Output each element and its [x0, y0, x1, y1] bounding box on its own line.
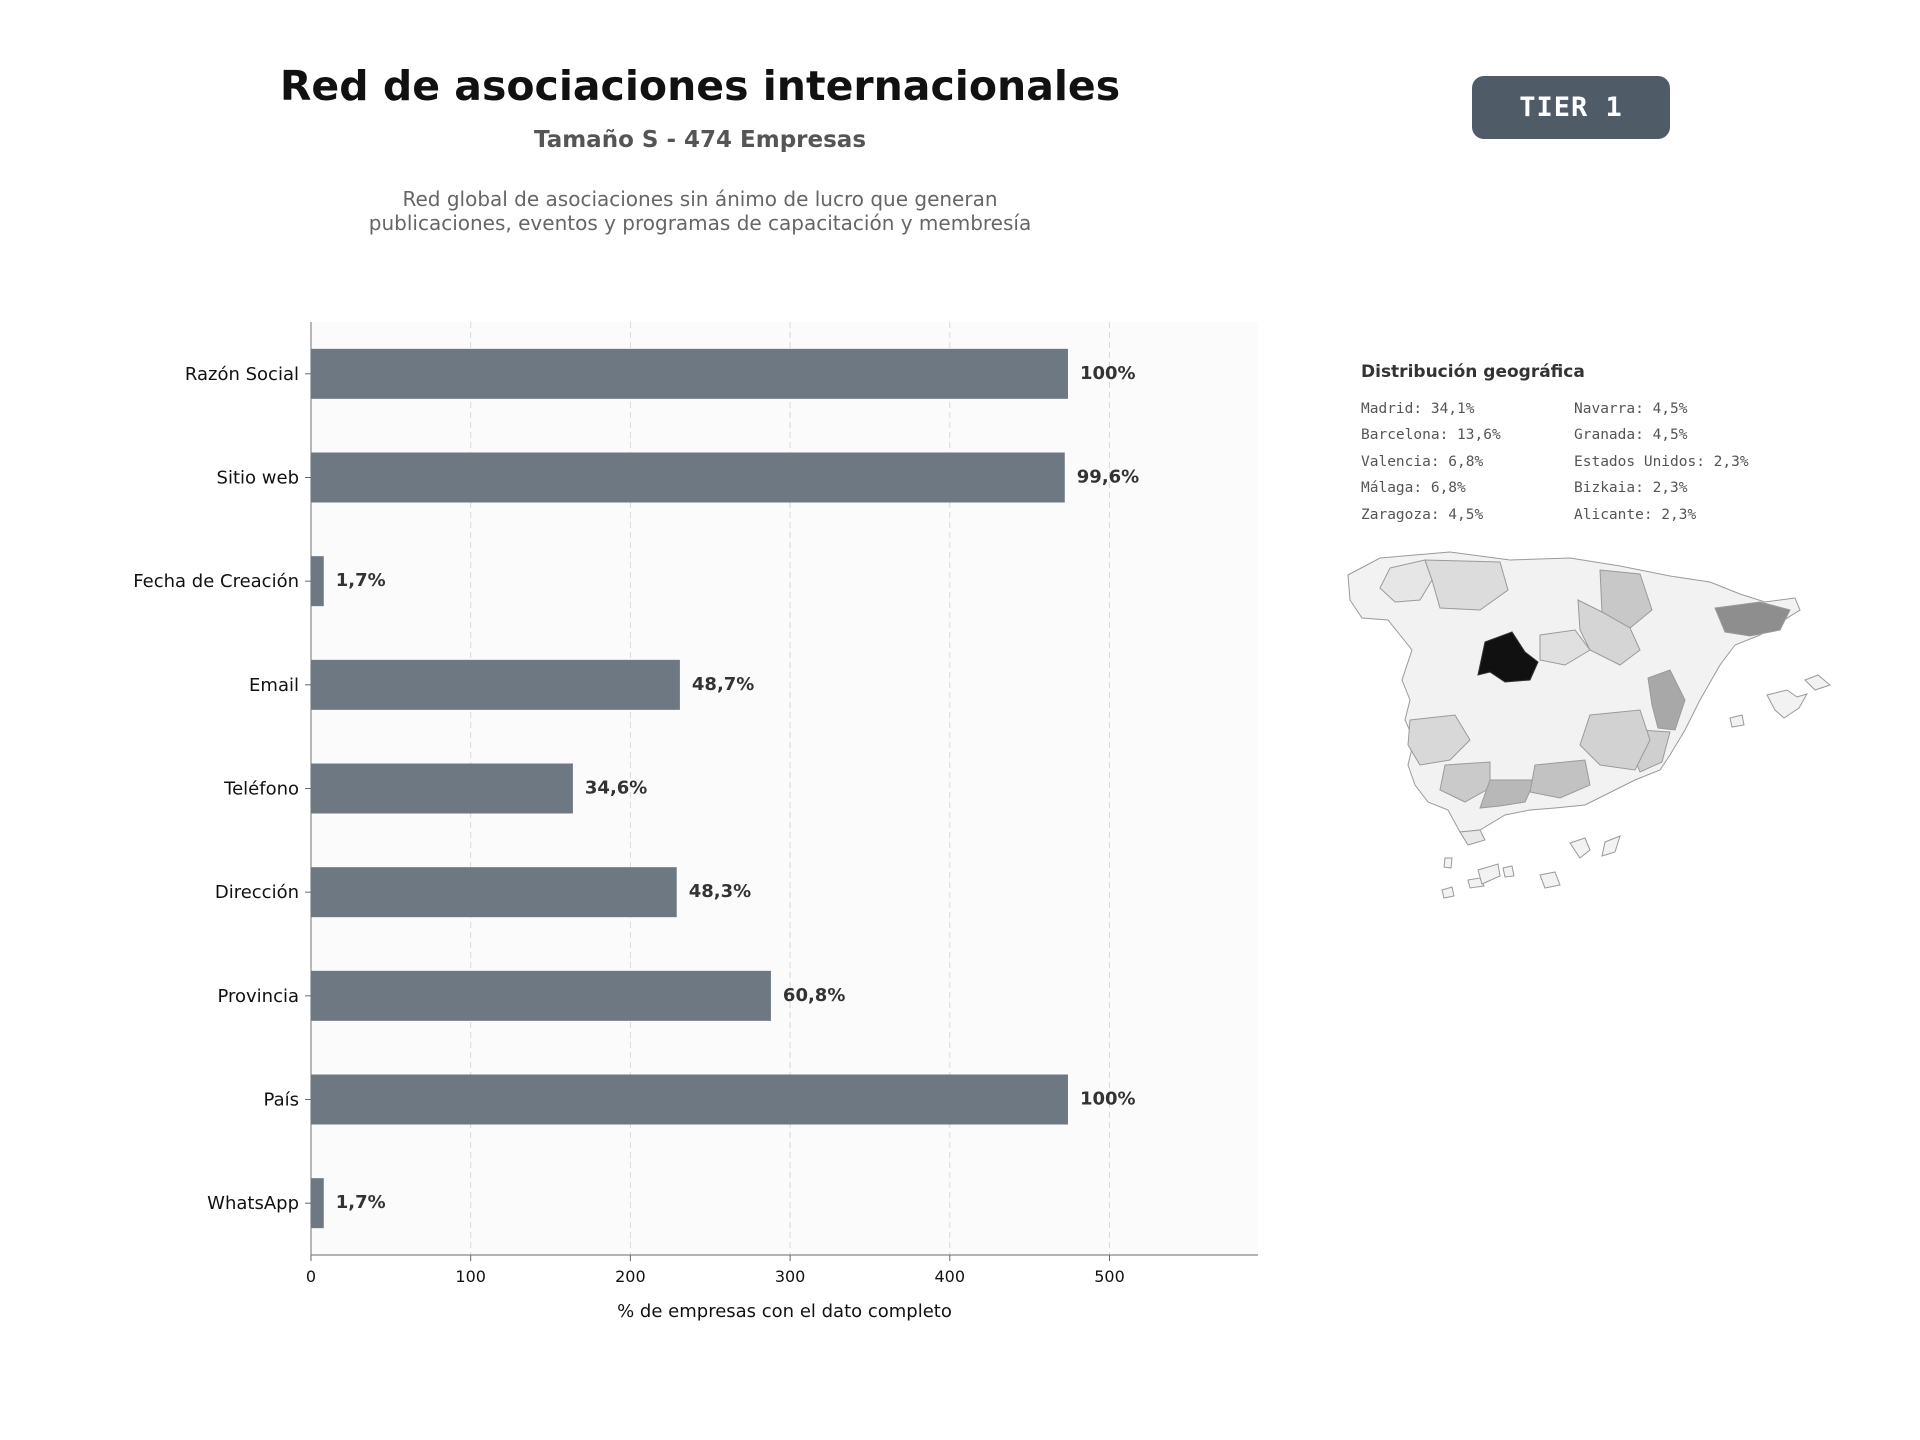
page-description: Red global de asociaciones sin ánimo de … [0, 187, 1400, 235]
x-tick-label: 500 [1094, 1267, 1125, 1286]
map-region [1347, 551, 1801, 833]
data-label: 100% [1080, 1089, 1136, 1110]
geo-entry: Barcelona: 13,6% [1361, 427, 1501, 444]
page-subtitle: Tamaño S - 474 Empresas [533, 127, 867, 153]
data-label: 60,8% [783, 985, 845, 1006]
geo-list-right: Navarra: 4,5% Granada: 4,5% Estados Unid… [1574, 400, 1749, 532]
map-region [1729, 714, 1745, 728]
map-region [1577, 599, 1641, 666]
map-region [1407, 714, 1471, 766]
map-region [1714, 601, 1791, 637]
x-tick-label: 0 [306, 1267, 316, 1286]
map-region [1804, 674, 1832, 691]
map-region [1529, 759, 1591, 799]
y-tick-label: Email [249, 675, 299, 696]
data-label: 1,7% [336, 1192, 386, 1213]
y-tick-label: Razón Social [185, 364, 299, 385]
map-region [1569, 837, 1591, 859]
y-tick-label: Dirección [215, 882, 299, 903]
y-tick-label: Fecha de Creación [133, 571, 299, 592]
geo-entry: Zaragoza: 4,5% [1361, 506, 1484, 523]
bar [311, 659, 680, 710]
geo-entry: Madrid: 34,1% [1361, 401, 1475, 417]
data-label: 48,7% [692, 674, 754, 695]
map-region [1601, 835, 1621, 857]
map-region [1477, 863, 1501, 885]
bar [311, 452, 1065, 503]
page-title: Red de asociaciones internacionales [279, 62, 1121, 110]
data-label: 99,6% [1077, 467, 1139, 488]
y-tick-label: Provincia [217, 986, 299, 1007]
description-line-1: Red global de asociaciones sin ánimo de … [402, 187, 998, 211]
geo-title: Distribución geográfica [1361, 362, 1585, 382]
bar [311, 556, 324, 607]
bar [311, 348, 1068, 399]
geo-entry: Granada: 4,5% [1574, 427, 1688, 444]
geo-entry: Navarra: 4,5% [1574, 401, 1688, 417]
y-tick-label: País [264, 1090, 299, 1111]
y-tick-label: Sitio web [217, 468, 299, 489]
map-region [1477, 631, 1539, 683]
description-line-2: publicaciones, eventos y programas de ca… [368, 211, 1032, 235]
map-region [1441, 886, 1455, 899]
data-label: 1,7% [336, 570, 386, 591]
bar [311, 763, 573, 814]
map-region [1502, 865, 1515, 878]
map-region [1579, 709, 1651, 771]
map-region [1439, 761, 1491, 803]
y-tick-label: WhatsApp [207, 1193, 299, 1214]
data-label: 48,3% [689, 881, 751, 902]
geo-entry: Málaga: 6,8% [1361, 480, 1466, 497]
x-tick-label: 400 [935, 1267, 966, 1286]
map-region [1766, 689, 1809, 719]
bar [311, 1074, 1068, 1125]
bar [311, 1178, 324, 1229]
x-tick-label: 200 [615, 1267, 646, 1286]
map-region [1479, 779, 1536, 809]
map-region [1599, 569, 1653, 629]
map-region [1647, 669, 1686, 731]
map-region [1424, 559, 1509, 611]
bar [311, 970, 771, 1021]
map-region [1459, 829, 1486, 846]
x-tick-label: 300 [775, 1267, 806, 1286]
geo-entry: Valencia: 6,8% [1361, 453, 1484, 470]
map-region [1539, 629, 1591, 666]
map-region [1467, 877, 1485, 889]
geo-entry: Estados Unidos: 2,3% [1574, 453, 1749, 470]
map-region [1443, 857, 1453, 869]
bar-chart: Razón Social 100% Sitio web 99,6% Fecha de C… [133, 322, 1258, 1322]
map-region [1539, 871, 1561, 889]
x-axis-label: % de empresas con el dato completo [617, 1301, 952, 1322]
data-label: 100% [1080, 363, 1136, 384]
tier-badge: TIER 1 [1472, 76, 1670, 139]
geo-entry: Alicante: 2,3% [1574, 506, 1697, 523]
x-tick-label: 100 [455, 1267, 486, 1286]
spain-map [1347, 551, 1832, 899]
bar [311, 867, 677, 918]
data-label: 34,6% [585, 778, 647, 799]
geo-entry: Bizkaia: 2,3% [1574, 480, 1688, 497]
y-tick-label: Teléfono [223, 779, 299, 800]
geo-list-left: Madrid: 34,1% Barcelona: 13,6% Valencia:… [1361, 400, 1501, 532]
